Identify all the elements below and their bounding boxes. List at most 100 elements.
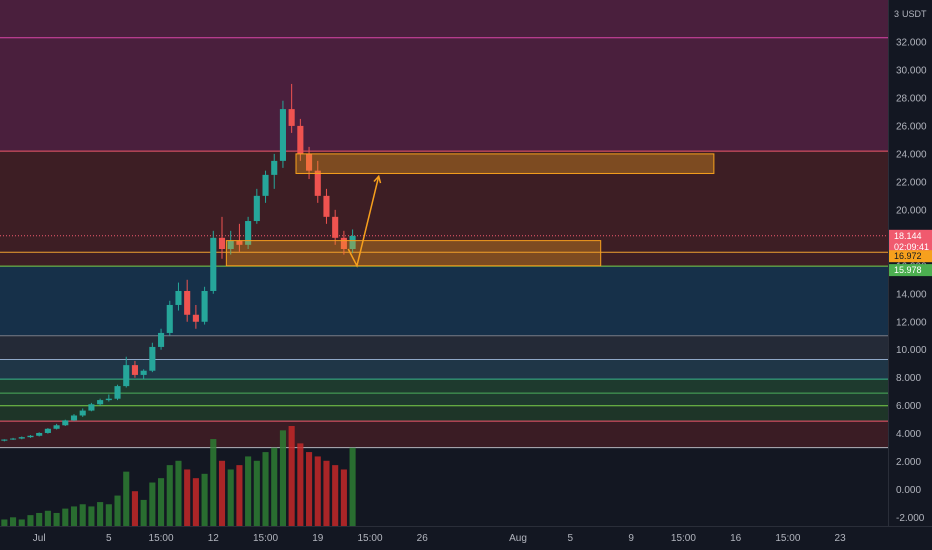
candle-body-14 — [123, 365, 130, 387]
candle-body-15 — [131, 365, 138, 375]
candle-body-1 — [10, 438, 17, 440]
time-tick-label: 15:00 — [671, 533, 696, 544]
volume-bar-39 — [340, 469, 347, 526]
price-tags: 18.144 02:09:41 16.972 15.978 — [889, 229, 932, 277]
candle-body-33 — [288, 109, 295, 126]
time-tick-label: 9 — [628, 533, 634, 544]
volume-bar-1 — [10, 517, 17, 526]
base-price-tag — [889, 264, 932, 277]
volume-bar-22 — [192, 478, 199, 526]
volume-bar-13 — [114, 495, 121, 526]
candle-body-6 — [53, 425, 60, 429]
price-tick-label: 12.000 — [896, 317, 927, 328]
price-tick-label: 8.000 — [896, 373, 921, 384]
candle-body-21 — [184, 290, 191, 315]
candle-body-3 — [27, 435, 34, 438]
candle-body-26 — [227, 240, 234, 250]
price-zones — [0, 0, 888, 448]
volume-bar-38 — [332, 465, 339, 526]
price-tick-label: 10.000 — [896, 345, 927, 356]
time-tick-label: 23 — [835, 533, 847, 544]
candle-body-32 — [279, 109, 286, 161]
volume-bar-10 — [88, 506, 95, 526]
candle-body-35 — [306, 153, 313, 171]
zone-0 — [0, 0, 888, 152]
volume-bar-29 — [253, 460, 260, 526]
candle-body-19 — [166, 304, 173, 333]
volume-bar-31 — [271, 447, 278, 526]
volume-bar-14 — [123, 471, 130, 526]
volume-bar-2 — [18, 519, 25, 526]
volume-bar-17 — [149, 482, 156, 526]
candle-body-17 — [149, 346, 156, 371]
candle-body-0 — [1, 439, 8, 441]
candle-body-31 — [271, 160, 278, 175]
price-tick-label: 28.000 — [896, 93, 927, 104]
candle-body-34 — [297, 125, 304, 154]
time-tick-label: 15:00 — [357, 533, 382, 544]
time-tick-label: 15:00 — [149, 533, 174, 544]
time-tick-label: 19 — [312, 533, 324, 544]
volume-bar-8 — [70, 506, 78, 526]
zone-box-0 — [295, 153, 715, 174]
candle-body-5 — [44, 428, 51, 433]
volume-bar-12 — [105, 504, 112, 526]
volume-bar-9 — [79, 504, 86, 526]
price-tick-label: 4.000 — [896, 429, 921, 440]
price-tick-label: 24.000 — [896, 149, 927, 160]
candle-body-38 — [332, 216, 339, 238]
price-tick-label: 22.000 — [896, 177, 927, 188]
price-tick-label: -2.000 — [896, 513, 925, 524]
volume-bars — [1, 426, 356, 526]
candle-body-22 — [192, 314, 199, 322]
price-tick-label: 6.000 — [896, 401, 921, 412]
zone-6 — [0, 405, 888, 422]
candle-body-7 — [62, 420, 69, 426]
candle-body-29 — [253, 195, 260, 222]
zone-7 — [0, 421, 888, 448]
zone-box-1 — [225, 240, 602, 267]
volume-bar-15 — [131, 491, 138, 526]
level-lines — [0, 37, 888, 449]
candle-body-2 — [18, 437, 25, 439]
currency-label[interactable]: USDT — [902, 9, 927, 19]
volume-bar-36 — [314, 456, 321, 526]
candle-body-12 — [105, 398, 112, 401]
candle-body-28 — [245, 221, 252, 245]
candle-body-20 — [175, 290, 182, 305]
price-axis[interactable]: -2.000 0.000 2.000 4.000 6.000 8.000 10.000 12.… — [896, 37, 927, 524]
price-tick-label: 14.000 — [896, 289, 927, 300]
volume-bar-23 — [201, 473, 208, 526]
time-axis[interactable]: Jul 5 15:00 12 15:00 19 15:00 26 Aug 5 9 15:00 16 15:… — [33, 533, 846, 544]
volume-bar-33 — [288, 426, 295, 526]
support-price-tag — [889, 250, 932, 263]
time-tick-label: 12 — [208, 533, 220, 544]
zone-3 — [0, 335, 888, 360]
time-tick-label: Aug — [509, 533, 527, 544]
bar-countdown: 02:09:41 — [894, 242, 929, 252]
projection-path[interactable] — [347, 174, 382, 268]
candle-body-25 — [218, 237, 226, 250]
candle-body-27 — [236, 240, 243, 245]
time-tick-label: 26 — [417, 533, 429, 544]
zone-4 — [0, 359, 888, 380]
price-tick-label: 20.000 — [896, 205, 927, 216]
volume-bar-21 — [184, 469, 191, 526]
base-price-value: 15.978 — [894, 265, 922, 275]
candle-body-23 — [201, 290, 208, 322]
volume-bar-20 — [175, 460, 182, 526]
drawn-boxes[interactable] — [225, 153, 715, 267]
last-price-tag — [889, 229, 932, 254]
candle-body-24 — [210, 237, 217, 291]
candle-body-39 — [340, 237, 347, 250]
price-tick-label: 26.000 — [896, 121, 927, 132]
volume-bar-28 — [245, 456, 252, 526]
volume-bar-27 — [236, 465, 243, 526]
candlesticks — [1, 83, 356, 442]
candle-body-40 — [349, 235, 356, 250]
candle-body-18 — [158, 332, 165, 347]
candle-body-4 — [36, 432, 43, 436]
volume-bar-11 — [97, 502, 104, 526]
volume-bar-6 — [53, 512, 60, 526]
